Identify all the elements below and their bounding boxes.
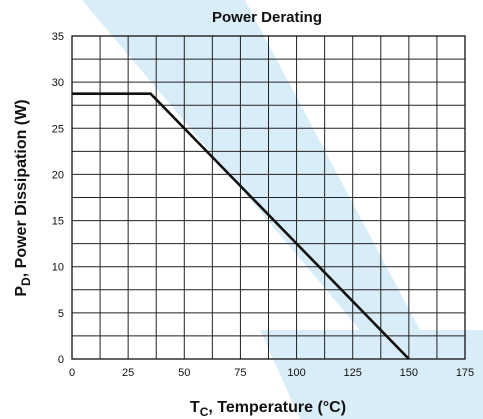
derating-curve bbox=[72, 92, 410, 360]
plot-frame bbox=[71, 35, 466, 360]
x-tick-label: 125 bbox=[344, 367, 362, 379]
y-tick-label: 5 bbox=[58, 308, 64, 320]
watermark-logo bbox=[82, 0, 483, 419]
x-tick-label: 175 bbox=[456, 367, 474, 379]
x-tick-labels: 0 25 50 75 100 125 150 175 bbox=[69, 367, 474, 379]
y-tick-label: 10 bbox=[52, 262, 64, 274]
y-tick-labels: 0 5 10 15 20 25 30 35 bbox=[52, 31, 64, 366]
grid-lines bbox=[71, 35, 466, 360]
x-axis-label: TC, Temperature (°C) bbox=[190, 399, 346, 419]
chart-title: Power Derating bbox=[212, 9, 322, 26]
x-tick-label: 0 bbox=[69, 367, 75, 379]
x-tick-label: 150 bbox=[400, 367, 418, 379]
y-axis-label: PD, Power Dissipation (W) bbox=[13, 99, 33, 296]
x-tick-label: 100 bbox=[287, 367, 305, 379]
y-tick-label: 25 bbox=[52, 123, 64, 135]
x-tick-label: 25 bbox=[122, 367, 134, 379]
x-tick-label: 75 bbox=[234, 367, 246, 379]
y-tick-label: 0 bbox=[58, 354, 64, 366]
y-tick-label: 20 bbox=[52, 169, 64, 181]
x-tick-label: 50 bbox=[178, 367, 190, 379]
y-tick-label: 35 bbox=[52, 31, 64, 43]
y-tick-label: 30 bbox=[52, 77, 64, 89]
y-tick-label: 15 bbox=[52, 216, 64, 228]
